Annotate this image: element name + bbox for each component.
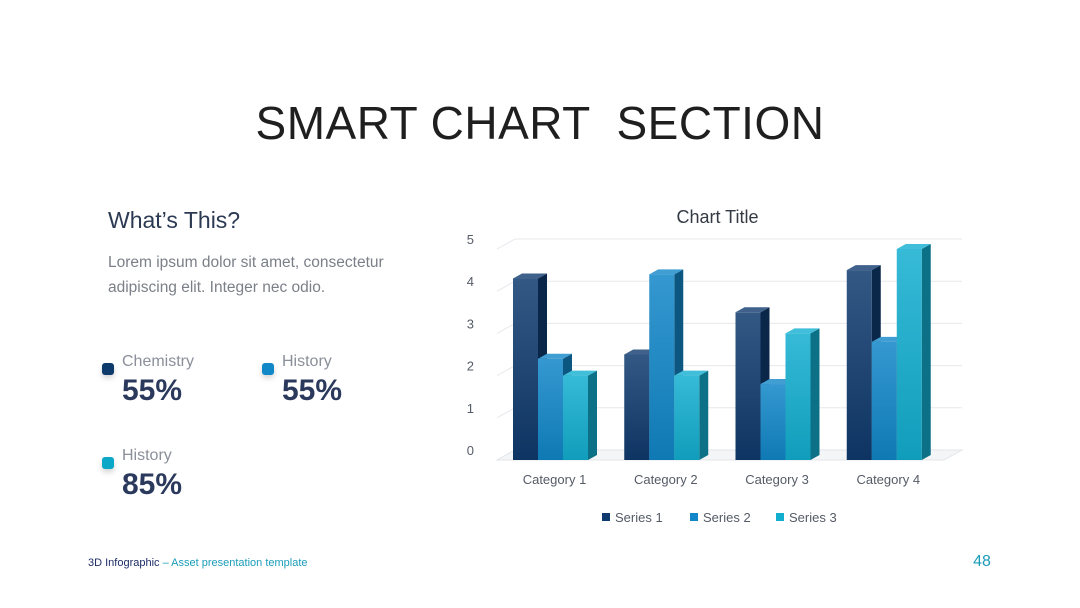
footer-caption: 3D Infographic – Asset presentation temp…	[88, 557, 308, 569]
bar-side	[699, 370, 709, 460]
page-number: 48	[973, 553, 991, 570]
y-tick-label: 5	[467, 232, 474, 247]
bar	[674, 375, 700, 460]
bar-top	[785, 328, 820, 334]
bar-chart: 0 1 2 3 4 5 Category 1 Category 2 Category 3 Cate…	[467, 232, 964, 525]
stat-value: 85%	[122, 468, 183, 501]
stat-label: History	[282, 353, 332, 370]
stat-label: Chemistry	[122, 353, 195, 370]
bar	[785, 333, 811, 460]
bar	[871, 341, 897, 460]
stat-chemistry: Chemistry 55%	[102, 353, 252, 413]
stat-label: History	[122, 447, 172, 464]
y-tick-label: 0	[467, 443, 474, 458]
bar	[846, 270, 872, 460]
gridline-depth	[496, 322, 516, 334]
legend-swatch	[602, 513, 610, 521]
footer-caption-main: 3D Infographic	[88, 557, 160, 569]
bar-side	[588, 370, 597, 460]
y-tick-label: 3	[467, 316, 474, 331]
stat-value: 55%	[282, 374, 343, 407]
bar-top	[538, 353, 572, 359]
bar-top	[846, 265, 881, 271]
bar-side	[921, 244, 931, 460]
stat-dot-icon	[102, 457, 114, 469]
bar-top	[513, 273, 547, 279]
x-tick-label: Category 1	[523, 472, 587, 487]
legend-swatch	[776, 513, 784, 521]
x-tick-label: Category 2	[634, 472, 698, 487]
y-tick-label: 1	[467, 401, 474, 416]
stat-value: 55%	[122, 374, 183, 407]
chart-title: Chart Title	[676, 207, 759, 227]
legend-label: Series 3	[789, 510, 837, 525]
gridline-depth	[496, 280, 516, 292]
legend-label: Series 2	[703, 510, 751, 525]
section-heading: What’s This?	[108, 207, 241, 233]
bar-top	[735, 307, 770, 313]
stat-dot-icon	[262, 363, 274, 375]
bar	[513, 278, 538, 460]
bar-side	[810, 328, 820, 460]
bar	[649, 274, 675, 460]
legend-label: Series 1	[615, 510, 663, 525]
y-tick-label: 2	[467, 359, 474, 374]
bar	[538, 358, 563, 460]
x-tick-label: Category 4	[856, 472, 920, 487]
stat-history-2: History 85%	[102, 447, 252, 507]
bar	[896, 249, 922, 460]
legend-swatch	[690, 513, 698, 521]
slide-title: SMART CHART SECTION	[255, 97, 825, 149]
stat-history-1: History 55%	[262, 353, 412, 413]
bar-top	[563, 370, 597, 376]
y-tick-label: 4	[467, 274, 474, 289]
bar-top	[896, 244, 931, 249]
stat-dot-icon	[102, 363, 114, 375]
bar-top	[674, 370, 709, 376]
x-tick-label: Category 3	[745, 472, 809, 487]
footer-caption-sub: – Asset presentation template	[159, 557, 308, 569]
bar-top	[649, 269, 684, 275]
bar	[624, 354, 650, 460]
gridline-depth	[496, 238, 516, 250]
bar	[563, 375, 588, 460]
gridline-depth	[496, 407, 516, 419]
section-body: Lorem ipsum dolor sit amet, consectetur …	[108, 254, 384, 296]
bar	[760, 384, 786, 460]
bar	[735, 312, 761, 460]
gridline-depth	[496, 365, 516, 377]
